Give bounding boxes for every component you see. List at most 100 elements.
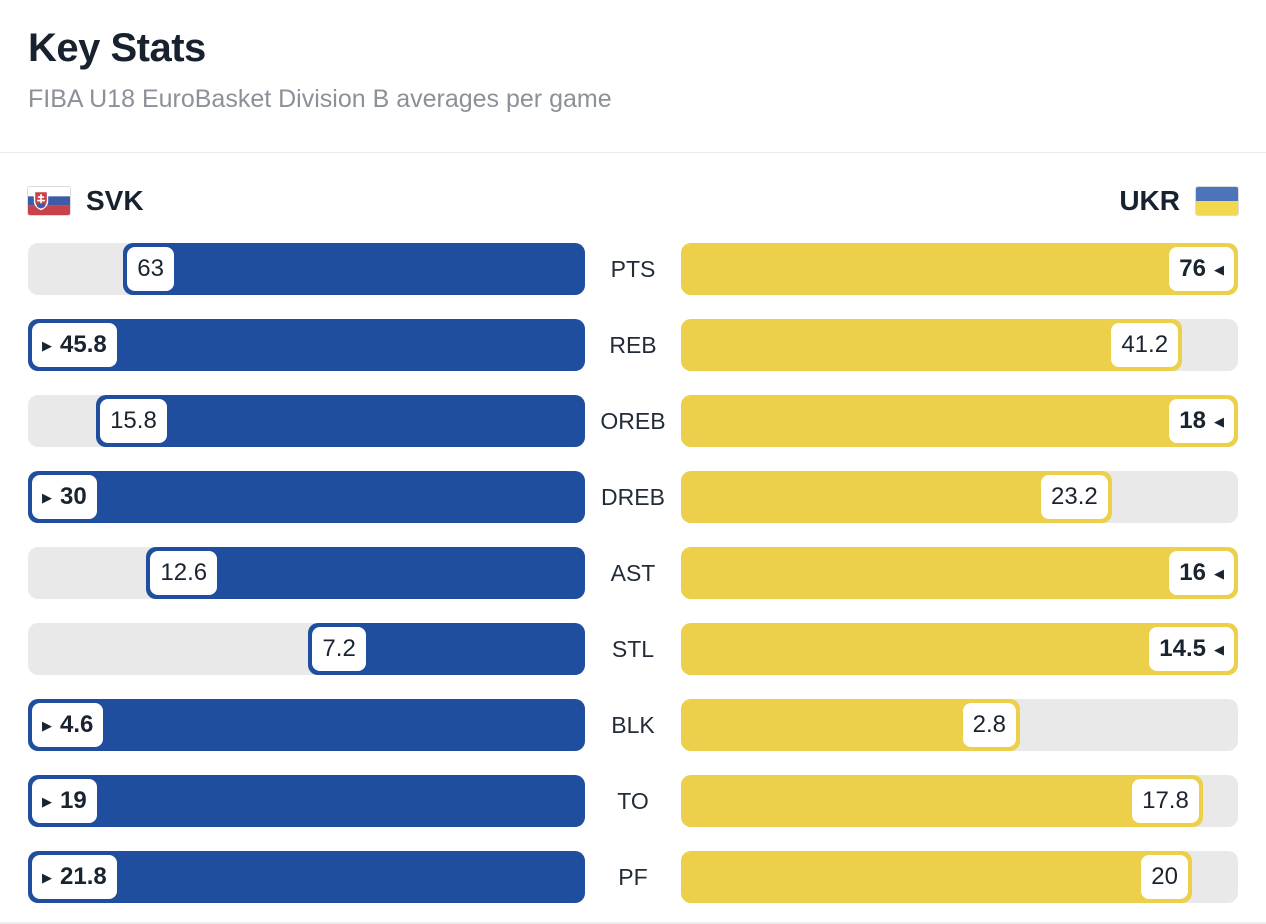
key-stats-panel: Key Stats FIBA U18 EuroBasket Division B… — [0, 26, 1266, 903]
right-value-label: 23.2 ◀ — [1041, 475, 1108, 519]
stat-category-label: TO — [617, 787, 649, 814]
right-bar-track: 20 ◀ — [681, 851, 1238, 903]
left-bar-track: ▶ 12.6 — [28, 547, 585, 599]
right-bar-track: 16 ◀ — [681, 547, 1238, 599]
stat-category-label: DREB — [601, 483, 665, 510]
left-bar-track: ▶ 45.8 — [28, 319, 585, 371]
right-bar-track: 41.2 ◀ — [681, 319, 1238, 371]
winner-arrow-icon: ▶ — [42, 489, 52, 505]
left-bar-track: ▶ 21.8 — [28, 851, 585, 903]
right-stat-value: 2.8 — [972, 711, 1007, 738]
right-stat-value: 18 — [1179, 407, 1206, 434]
left-value-label: ▶ 15.8 — [100, 399, 167, 443]
stat-category-label: OREB — [600, 407, 666, 434]
winner-arrow-icon: ◀ — [1214, 261, 1224, 277]
right-value-label: 14.5 ◀ — [1149, 627, 1234, 671]
left-bar-track: ▶ 4.6 — [28, 699, 585, 751]
right-stat-value: 23.2 — [1051, 483, 1098, 510]
right-bar-fill: 23.2 ◀ — [681, 471, 1112, 523]
right-bar-fill: 41.2 ◀ — [681, 319, 1183, 371]
right-stat-value: 76 — [1179, 255, 1206, 282]
left-bar-track: ▶ 7.2 — [28, 623, 585, 675]
stat-category-label: PF — [618, 863, 648, 890]
left-value-label: ▶ 30 — [32, 475, 97, 519]
header-divider — [0, 152, 1266, 153]
right-bar-fill: 2.8 ◀ — [681, 699, 1021, 751]
stat-category-label: AST — [610, 559, 656, 586]
left-stat-value: 15.8 — [110, 407, 157, 434]
left-value-label: ▶ 7.2 — [312, 627, 366, 671]
winner-arrow-icon: ◀ — [1214, 641, 1224, 657]
right-stat-value: 17.8 — [1142, 787, 1189, 814]
team-legend-row: SVK UKR — [28, 185, 1238, 217]
stat-category-label: PTS — [610, 255, 656, 282]
left-value-label: ▶ 21.8 — [32, 855, 117, 899]
left-bar-fill: ▶ 4.6 — [28, 699, 585, 751]
left-bar-fill: ▶ 45.8 — [28, 319, 585, 371]
right-bar-track: 18 ◀ — [681, 395, 1238, 447]
right-stat-value: 20 — [1151, 863, 1178, 890]
bottom-divider — [0, 922, 1266, 924]
stat-category-label: REB — [609, 331, 657, 358]
right-bar-track: 76 ◀ — [681, 243, 1238, 295]
left-bar-fill: ▶ 63 — [123, 243, 585, 295]
right-bar-track: 23.2 ◀ — [681, 471, 1238, 523]
stat-row: ▶ 7.2 STL 14.5 ◀ — [28, 623, 1238, 675]
right-bar-fill: 18 ◀ — [681, 395, 1238, 447]
right-value-label: 41.2 ◀ — [1111, 323, 1179, 367]
stat-category-label: STL — [611, 635, 655, 662]
team-left-code: SVK — [86, 185, 144, 216]
left-bar-fill: ▶ 21.8 — [28, 851, 585, 903]
left-bar-track: ▶ 30 — [28, 471, 585, 523]
left-stat-value: 4.6 — [60, 711, 94, 738]
left-stat-value: 45.8 — [60, 331, 107, 358]
stat-category-label: BLK — [611, 711, 655, 738]
winner-arrow-icon: ◀ — [1214, 413, 1224, 429]
left-bar-fill: ▶ 19 — [28, 775, 585, 827]
winner-arrow-icon: ▶ — [42, 869, 52, 885]
right-stat-value: 16 — [1179, 559, 1206, 586]
right-bar-fill: 76 ◀ — [681, 243, 1238, 295]
winner-arrow-icon: ▶ — [42, 337, 52, 353]
left-stat-value: 63 — [137, 255, 164, 282]
stat-row: ▶ 15.8 OREB 18 ◀ — [28, 395, 1238, 447]
team-left: SVK — [28, 185, 144, 217]
slovakia-flag-icon — [28, 187, 70, 215]
right-bar-fill: 20 ◀ — [681, 851, 1192, 903]
right-value-label: 20 ◀ — [1141, 855, 1188, 899]
right-value-label: 16 ◀ — [1169, 551, 1234, 595]
left-bar-fill: ▶ 30 — [28, 471, 585, 523]
right-value-label: 76 ◀ — [1169, 247, 1234, 291]
right-bar-track: 17.8 ◀ — [681, 775, 1238, 827]
left-bar-track: ▶ 63 — [28, 243, 585, 295]
page-subtitle: FIBA U18 EuroBasket Division B averages … — [28, 85, 612, 113]
left-bar-fill: ▶ 15.8 — [96, 395, 585, 447]
winner-arrow-icon: ◀ — [1214, 565, 1224, 581]
right-bar-fill: 16 ◀ — [681, 547, 1238, 599]
stat-row: ▶ 63 PTS 76 ◀ — [28, 243, 1238, 295]
ukraine-flag-icon — [1196, 187, 1238, 215]
right-bar-track: 14.5 ◀ — [681, 623, 1238, 675]
winner-arrow-icon: ▶ — [42, 717, 52, 733]
left-value-label: ▶ 63 — [127, 247, 174, 291]
stat-rows: ▶ 63 PTS 76 ◀ ▶ 45.8 REB — [28, 243, 1238, 903]
left-stat-value: 21.8 — [60, 863, 107, 890]
right-bar-fill: 14.5 ◀ — [681, 623, 1238, 675]
left-bar-track: ▶ 15.8 — [28, 395, 585, 447]
right-value-label: 18 ◀ — [1169, 399, 1234, 443]
stat-row: ▶ 4.6 BLK 2.8 ◀ — [28, 699, 1238, 751]
left-value-label: ▶ 4.6 — [32, 703, 104, 747]
left-stat-value: 30 — [60, 483, 87, 510]
right-stat-value: 41.2 — [1121, 331, 1169, 358]
right-value-label: 2.8 ◀ — [962, 703, 1017, 747]
left-value-label: ▶ 45.8 — [32, 323, 117, 367]
right-value-label: 17.8 ◀ — [1132, 779, 1199, 823]
left-stat-value: 12.6 — [160, 559, 208, 586]
left-stat-value: 19 — [60, 787, 87, 814]
team-right-code: UKR — [1119, 185, 1180, 216]
stat-row: ▶ 21.8 PF 20 ◀ — [28, 851, 1238, 903]
left-bar-fill: ▶ 12.6 — [146, 547, 585, 599]
stat-row: ▶ 45.8 REB 41.2 ◀ — [28, 319, 1238, 371]
left-bar-fill: ▶ 7.2 — [308, 623, 585, 675]
left-bar-track: ▶ 19 — [28, 775, 585, 827]
